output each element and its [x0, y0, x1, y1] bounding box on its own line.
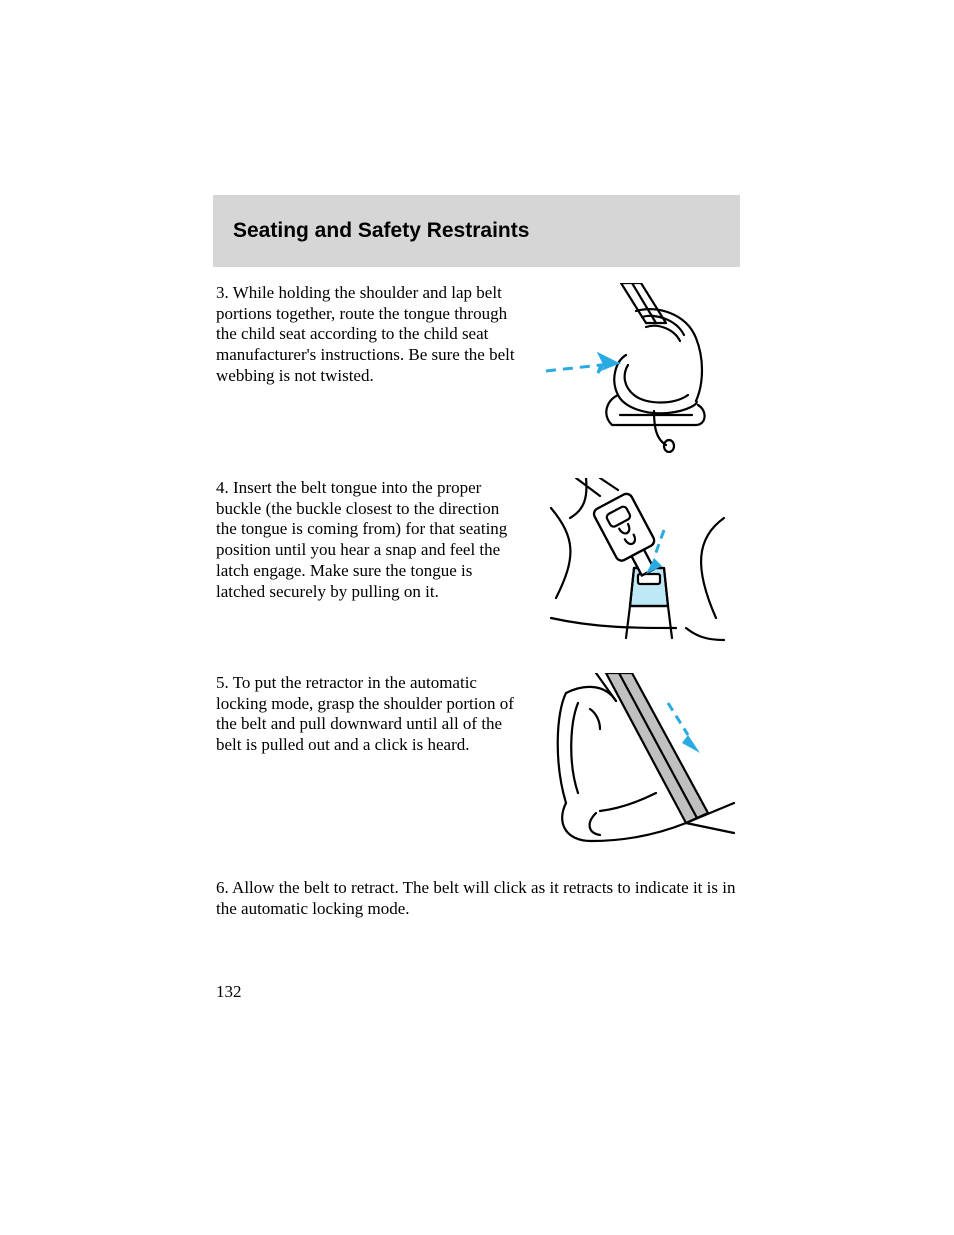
- step-3-row: 3. While holding the shoulder and lap be…: [216, 283, 736, 458]
- step-6-text: 6. Allow the belt to retract. The belt w…: [216, 878, 736, 919]
- step-3-text: 3. While holding the shoulder and lap be…: [216, 283, 536, 387]
- step-5-text: 5. To put the retractor in the automatic…: [216, 673, 536, 756]
- document-page: Seating and Safety Restraints 3. While h…: [0, 0, 954, 1235]
- step-3-figure: [536, 283, 736, 453]
- page-number: 132: [216, 982, 242, 1002]
- step-5-figure: [536, 673, 736, 853]
- step-5-row: 5. To put the retractor in the automatic…: [216, 673, 736, 858]
- step-4-row: 4. Insert the belt tongue into the prope…: [216, 478, 736, 653]
- section-header-band: Seating and Safety Restraints: [213, 195, 740, 267]
- content-area: 3. While holding the shoulder and lap be…: [216, 283, 736, 919]
- step-4-figure: [536, 478, 736, 648]
- step-4-text: 4. Insert the belt tongue into the prope…: [216, 478, 536, 602]
- retractor-pull-icon: [536, 673, 736, 853]
- section-title: Seating and Safety Restraints: [233, 219, 529, 243]
- child-seat-routing-icon: [546, 283, 726, 453]
- buckle-insert-icon: [546, 478, 726, 648]
